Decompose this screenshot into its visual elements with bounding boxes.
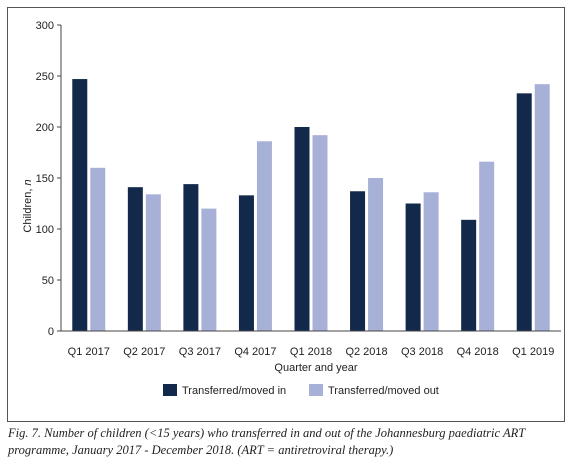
- y-axis-title: Children, n: [22, 179, 34, 232]
- y-axis-title-main: Children,: [22, 186, 34, 233]
- bar-transferred-in: [350, 191, 366, 331]
- y-tick-label: 300: [36, 20, 54, 32]
- x-tick-label: Q4 2017: [234, 346, 276, 358]
- legend-label: Transferred/moved out: [328, 385, 439, 397]
- bar-transferred-out: [256, 141, 272, 331]
- legend-swatch: [163, 384, 177, 396]
- y-tick-label: 250: [36, 71, 54, 83]
- bar-transferred-in: [183, 184, 199, 331]
- y-tick-label: 50: [42, 275, 54, 287]
- x-axis-title: Quarter and year: [274, 362, 357, 374]
- bar-transferred-in: [516, 93, 532, 331]
- bars-group: [72, 79, 550, 331]
- bar-transferred-out: [201, 208, 217, 331]
- bar-transferred-out: [479, 161, 495, 331]
- x-tick-label: Q1 2017: [68, 346, 110, 358]
- y-tick-label: 200: [36, 122, 54, 134]
- bar-transferred-out: [368, 178, 384, 331]
- bar-transferred-in: [72, 79, 88, 331]
- bar-chart: 0 50 100 150 200 250 300 Q1 2017 Q2 2017 Q3 2017…: [22, 20, 561, 397]
- x-tick-label: Q1 2019: [512, 346, 554, 358]
- x-tick-label: Q2 2018: [345, 346, 387, 358]
- y-tick-label: 150: [36, 173, 54, 185]
- y-axis-title-italic: n: [22, 179, 34, 185]
- bar-transferred-in: [127, 187, 143, 331]
- bar-transferred-in: [238, 195, 254, 331]
- bar-transferred-out: [534, 84, 550, 331]
- x-tick-label: Q3 2018: [401, 346, 443, 358]
- bar-transferred-in: [461, 219, 477, 331]
- x-axis: Q1 2017 Q2 2017 Q3 2017 Q4 2017 Q1 2018 Q2 20…: [61, 330, 561, 358]
- legend-label: Transferred/moved in: [182, 385, 286, 397]
- bar-transferred-out: [423, 192, 439, 331]
- x-tick-label: Q1 2018: [290, 346, 332, 358]
- bar-transferred-out: [312, 135, 328, 331]
- bar-transferred-out: [145, 194, 161, 331]
- y-tick-label: 0: [48, 326, 54, 338]
- bar-transferred-in: [405, 203, 421, 331]
- figure-caption: Fig. 7. Number of children (<15 years) w…: [8, 426, 525, 457]
- legend-swatch: [309, 384, 323, 396]
- y-tick-label: 100: [36, 224, 54, 236]
- x-tick-label: Q2 2017: [123, 346, 165, 358]
- x-tick-label: Q4 2018: [457, 346, 499, 358]
- y-axis: 0 50 100 150 200 250 300: [36, 20, 62, 338]
- bar-transferred-out: [90, 167, 106, 331]
- x-tick-label: Q3 2017: [179, 346, 221, 358]
- bar-transferred-in: [294, 127, 310, 331]
- legend: Transferred/moved in Transferred/moved ou…: [163, 384, 439, 397]
